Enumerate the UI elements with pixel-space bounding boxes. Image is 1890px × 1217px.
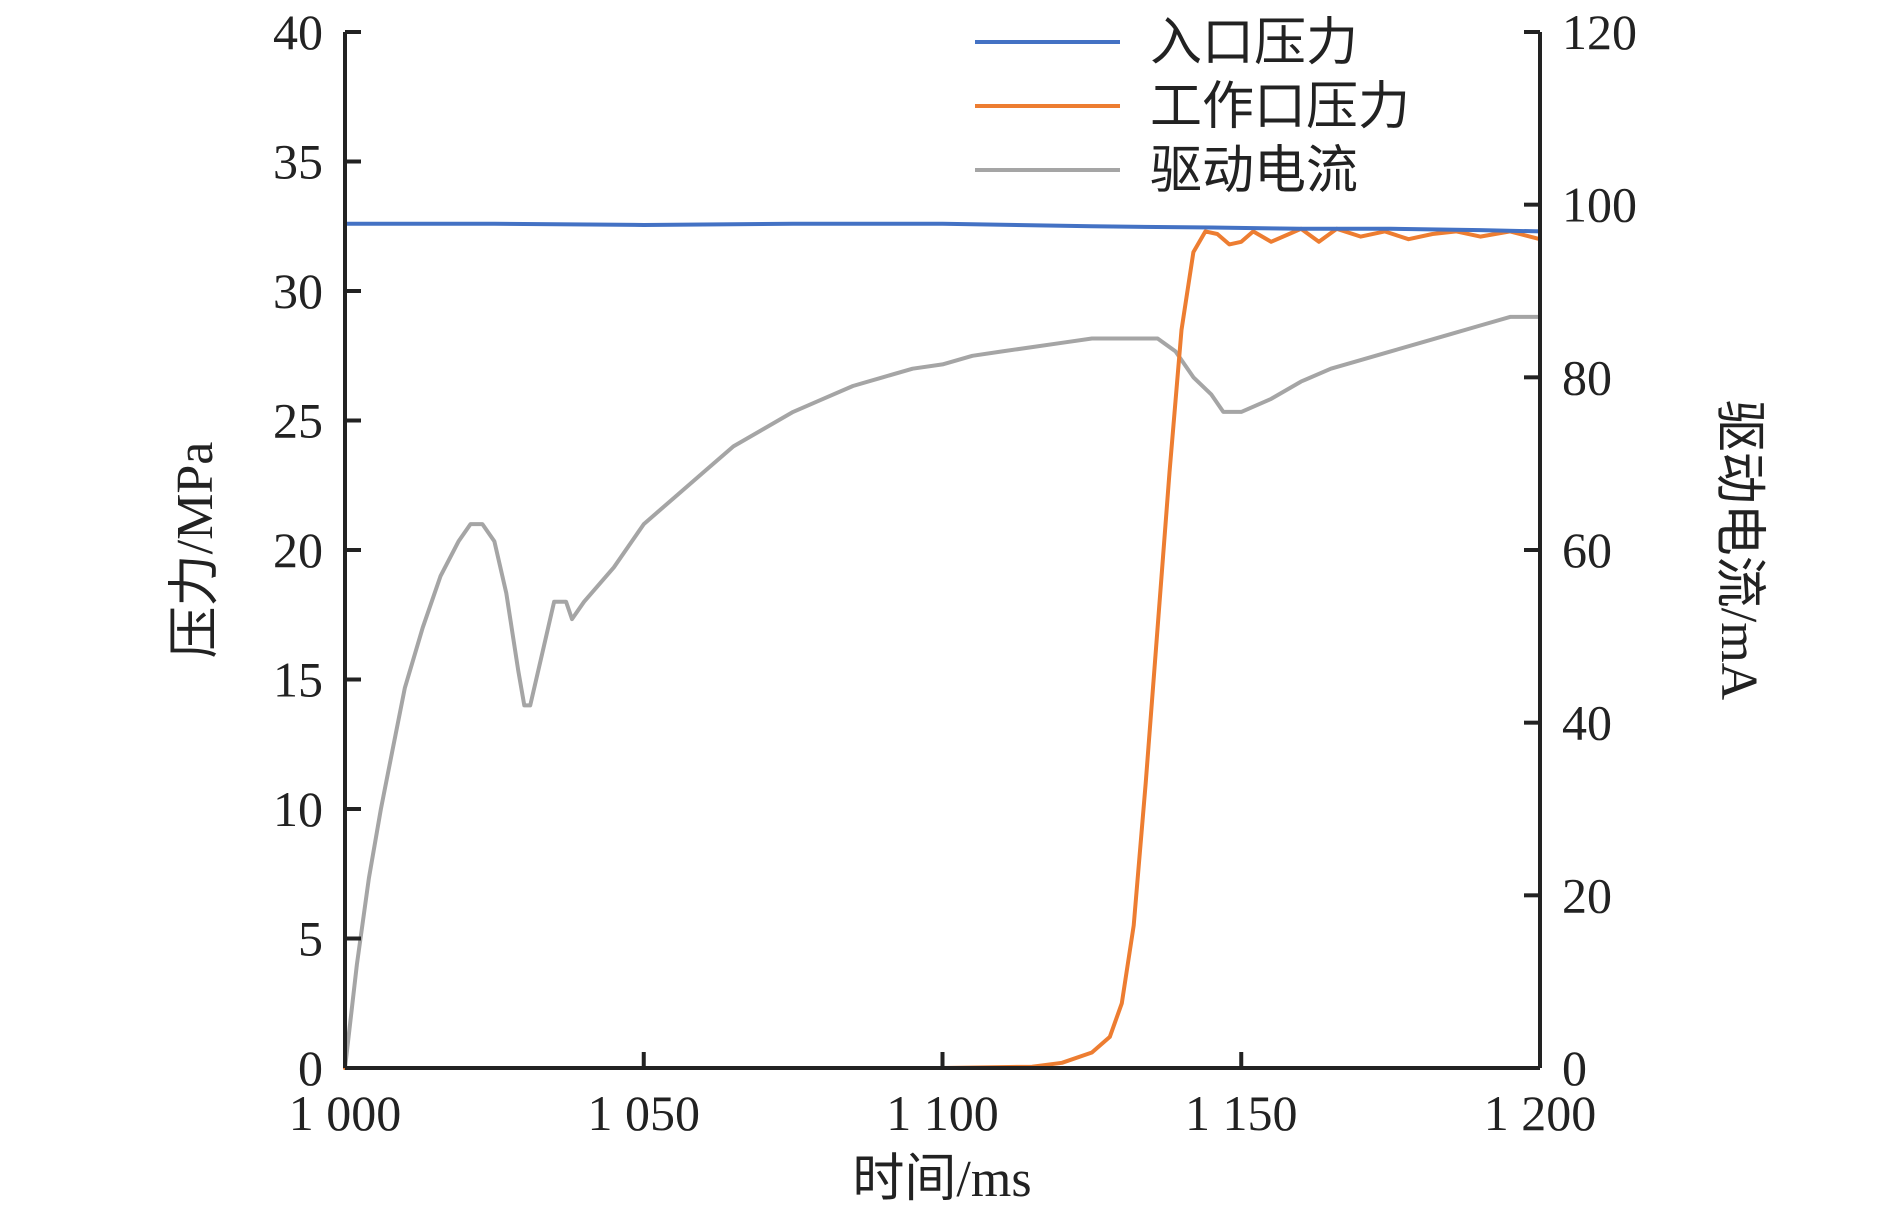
y-tick-label: 30 <box>273 263 323 319</box>
y-tick-label: 40 <box>273 4 323 60</box>
y2-tick-label: 120 <box>1562 4 1637 60</box>
x-tick-label: 1 050 <box>588 1085 701 1141</box>
legend-label: 工作口压力 <box>1150 79 1410 136</box>
y-axis-title: 压力/MPa <box>167 442 224 659</box>
x-tick-label: 1 000 <box>289 1085 402 1141</box>
y-tick-label: 0 <box>298 1040 323 1096</box>
x-tick-label: 1 200 <box>1484 1085 1597 1141</box>
y-tick-label: 25 <box>273 393 323 449</box>
y2-tick-label: 80 <box>1562 349 1612 405</box>
y-tick-label: 10 <box>273 781 323 837</box>
y-tick-label: 20 <box>273 522 323 578</box>
legend-label: 入口压力 <box>1150 15 1358 72</box>
y2-tick-label: 40 <box>1562 695 1612 751</box>
x-axis-title: 时间/ms <box>852 1151 1031 1208</box>
y2-tick-label: 20 <box>1562 867 1612 923</box>
y-tick-label: 5 <box>298 911 323 967</box>
y2-tick-label: 60 <box>1562 522 1612 578</box>
x-tick-label: 1 100 <box>886 1085 999 1141</box>
x-tick-label: 1 150 <box>1185 1085 1298 1141</box>
y2-tick-label: 0 <box>1562 1040 1587 1096</box>
y-tick-label: 35 <box>273 134 323 190</box>
legend-label: 驱动电流 <box>1150 143 1358 200</box>
y2-tick-label: 100 <box>1562 177 1637 233</box>
series-line-2 <box>343 226 1542 1070</box>
axes <box>343 32 1542 1070</box>
y2-axis-title: 驱动电流/mA <box>1710 400 1767 701</box>
y-tick-label: 15 <box>273 652 323 708</box>
series-line-1 <box>343 221 1542 234</box>
ticks: 1 000 1 050 1 100 1 150 1 200051015202530354… <box>273 4 1637 1141</box>
plot-lines <box>343 221 1542 1070</box>
series-line-3 <box>343 314 1542 1070</box>
